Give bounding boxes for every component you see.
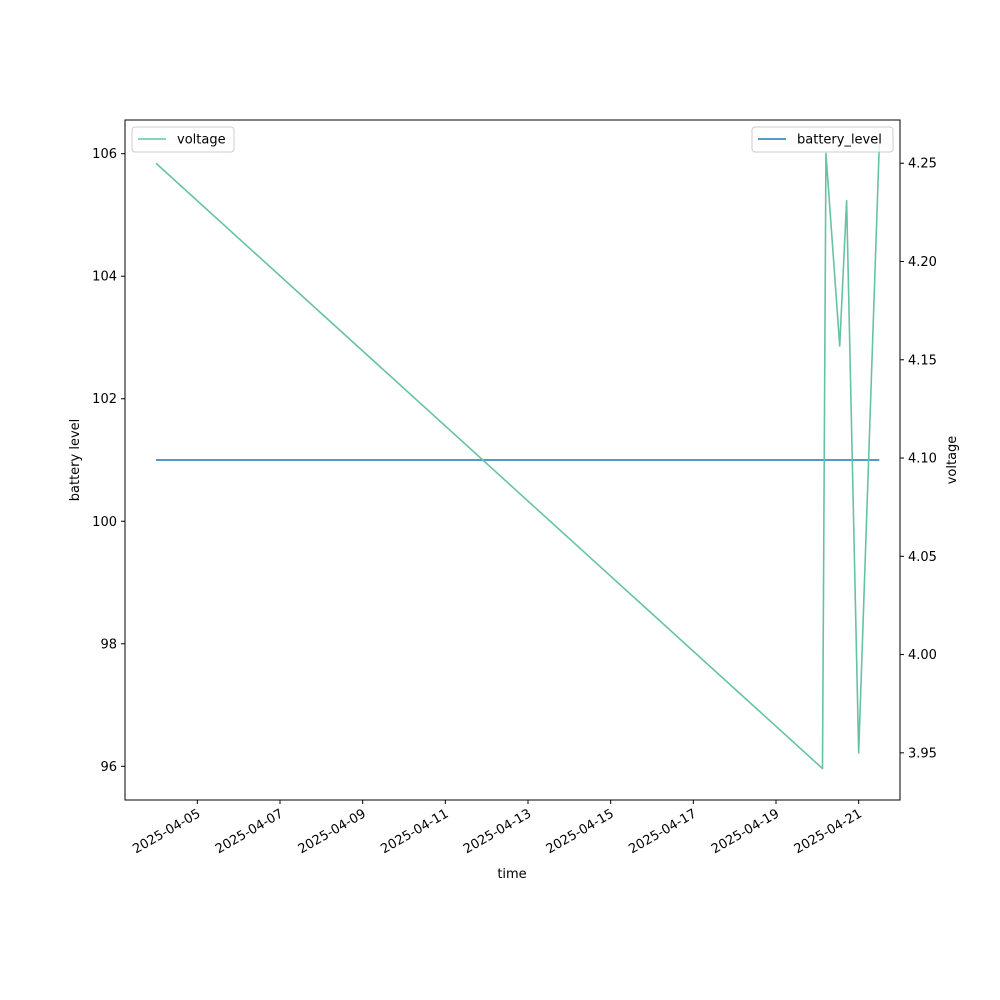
left-y-tick-label: 100	[92, 515, 117, 530]
x-tick-label: 2025-04-15	[544, 806, 617, 857]
x-tick-label: 2025-04-13	[461, 806, 534, 857]
left-y-tick-label: 98	[100, 637, 117, 652]
x-tick-label: 2025-04-21	[792, 806, 865, 857]
x-tick-label: 2025-04-19	[709, 806, 782, 857]
left-y-axis-label: battery level	[68, 419, 83, 502]
right-y-tick-label: 4.15	[908, 353, 937, 368]
series-layer	[155, 143, 881, 770]
left-y-tick-label: 106	[92, 147, 117, 162]
x-axis-ticks: 2025-04-05 2025-04-07 2025-04-09 2025-04-11…	[130, 800, 865, 857]
legend-voltage: voltage	[131, 126, 235, 153]
x-tick-label: 2025-04-07	[213, 806, 286, 857]
plot-area-frame	[124, 119, 901, 801]
legend-voltage-label: voltage	[177, 133, 226, 148]
right-y-axis-label: voltage	[945, 436, 960, 485]
left-y-tick-label: 104	[92, 270, 117, 285]
left-y-tick-label: 96	[100, 760, 117, 775]
left-y-tick-label: 102	[92, 392, 117, 407]
right-y-tick-label: 4.25	[908, 157, 937, 172]
left-y-axis-ticks: 96 98 100 102 104 106	[92, 147, 125, 775]
right-y-tick-label: 4.00	[908, 648, 937, 663]
right-y-tick-label: 4.20	[908, 255, 937, 270]
right-y-tick-label: 4.10	[908, 452, 937, 467]
x-tick-label: 2025-04-05	[130, 806, 203, 857]
right-y-tick-label: 3.95	[908, 746, 937, 761]
legend-battery-level-label: battery_level	[797, 133, 882, 148]
x-axis-label: time	[497, 867, 526, 882]
series-line-voltage	[155, 143, 881, 770]
right-y-axis-ticks: 3.95 4.00 4.05 4.10 4.15 4.20 4.25	[900, 157, 937, 761]
right-y-tick-label: 4.05	[908, 550, 937, 565]
legend-voltage-box	[131, 126, 235, 153]
legend-battery-level-box	[751, 126, 894, 153]
legend-battery-level: battery_level	[751, 126, 894, 153]
x-tick-label: 2025-04-17	[626, 806, 699, 857]
x-tick-label: 2025-04-09	[296, 806, 369, 857]
x-tick-label: 2025-04-11	[378, 806, 451, 857]
